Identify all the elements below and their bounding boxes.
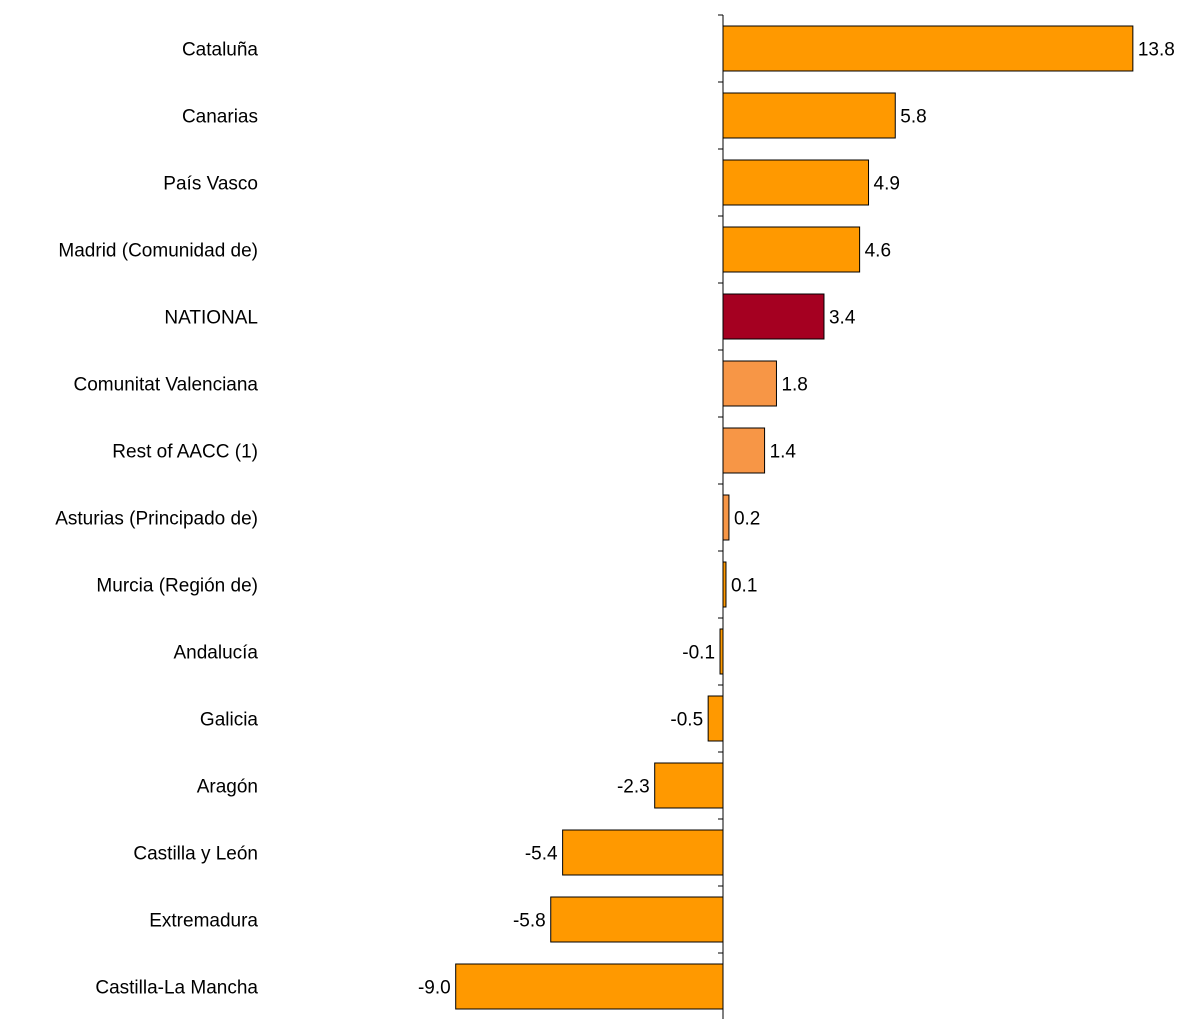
category-label: País Vasco <box>163 174 258 195</box>
bar <box>455 963 724 1010</box>
category-label: NATIONAL <box>164 308 258 329</box>
category-label: Castilla-La Mancha <box>95 978 258 999</box>
category-label: Castilla y León <box>133 844 258 865</box>
labels-layer: Cataluña 13.8 Canarias 5.8 País Vasco 4.9 Madr… <box>55 40 1175 999</box>
value-label: -2.3 <box>617 777 650 798</box>
value-label: -0.1 <box>682 643 715 664</box>
bar <box>654 762 724 809</box>
value-label: 0.2 <box>734 509 760 530</box>
value-label: 0.1 <box>731 576 757 597</box>
value-label: -5.8 <box>513 911 546 932</box>
category-label: Andalucía <box>173 643 258 664</box>
bar <box>722 360 777 407</box>
category-label: Madrid (Comunidad de) <box>58 241 258 262</box>
category-label: Galicia <box>200 710 259 731</box>
category-label: Extremadura <box>149 911 258 932</box>
category-label: Asturias (Principado de) <box>55 509 258 530</box>
bar <box>722 427 766 474</box>
value-label: 13.8 <box>1138 40 1175 61</box>
category-label: Canarias <box>182 107 258 128</box>
bar <box>722 92 896 139</box>
bar <box>722 226 861 273</box>
bars-layer <box>455 25 1134 1010</box>
category-label: Rest of AACC (1) <box>112 442 258 463</box>
bar <box>722 494 730 541</box>
bar <box>550 896 724 943</box>
bar <box>722 159 870 206</box>
bar <box>722 25 1134 72</box>
value-label: -9.0 <box>418 978 451 999</box>
category-label: Murcia (Región de) <box>96 576 258 597</box>
value-label: 5.8 <box>900 107 926 128</box>
category-label: Comunitat Valenciana <box>74 375 259 396</box>
value-label: -0.5 <box>670 710 703 731</box>
bar <box>707 695 724 742</box>
value-label: 4.6 <box>865 241 891 262</box>
value-label: 4.9 <box>874 174 900 195</box>
value-label: -5.4 <box>525 844 558 865</box>
category-label: Aragón <box>197 777 258 798</box>
bar <box>562 829 724 876</box>
value-label: 1.8 <box>781 375 807 396</box>
category-label: Cataluña <box>182 40 258 61</box>
value-label: 1.4 <box>770 442 797 463</box>
value-label: 3.4 <box>829 308 856 329</box>
bar <box>722 293 825 340</box>
